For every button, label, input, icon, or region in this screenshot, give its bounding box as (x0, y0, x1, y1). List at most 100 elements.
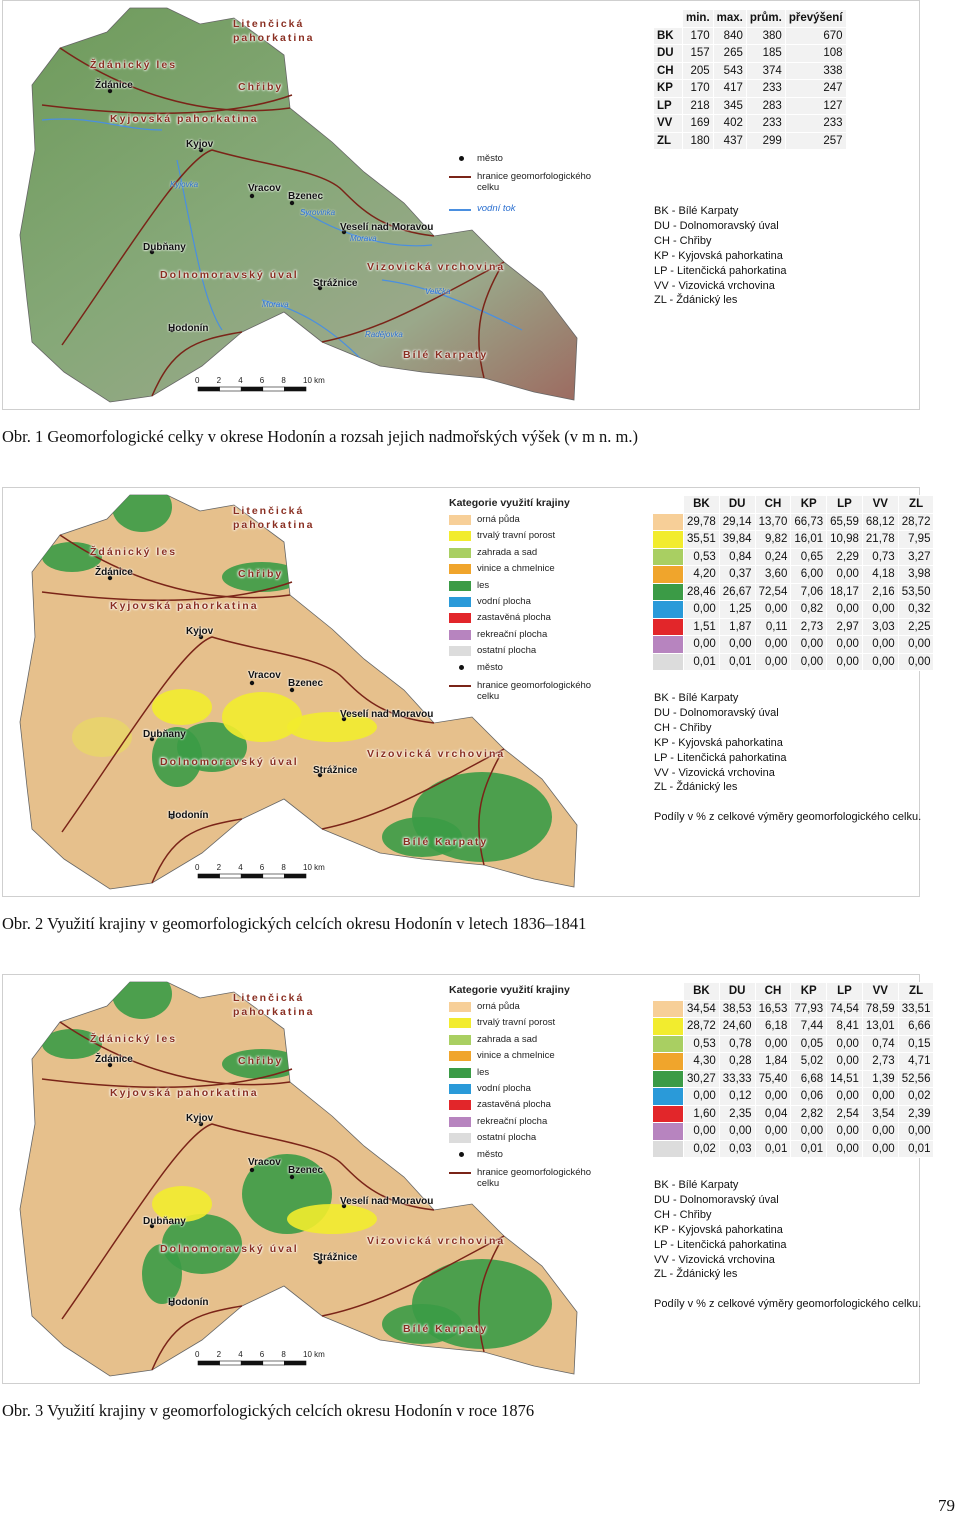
table-cell: 0,00 (683, 1122, 720, 1141)
land-patch (152, 1186, 212, 1222)
table-header: max. (712, 9, 747, 28)
map-label: Vizovická vrchovina (367, 1235, 506, 1247)
row-swatch (652, 600, 684, 619)
land-patch (42, 1029, 102, 1059)
row-swatch (652, 617, 684, 636)
table-cell: 6,68 (790, 1069, 828, 1088)
town-dot (149, 249, 155, 255)
town-dot (341, 716, 347, 722)
abbreviations: BK - Bílé Karpaty DU - Dolnomoravský úval… (654, 691, 787, 795)
data-table: BK DU CH KP LP VV ZL 34,54 38,53 16,53 77,93 74,54 7… (652, 982, 935, 1158)
table-cell: 65,59 (826, 512, 863, 531)
map-label: Dolnomoravský úval (160, 269, 299, 281)
table-cell: 185 (745, 44, 786, 63)
table-header: LP (826, 982, 863, 1001)
table-cell: 0,84 (718, 547, 756, 566)
row-code: VV (653, 114, 683, 133)
land-patch (287, 712, 377, 742)
scale-label: 4 (238, 863, 243, 872)
legend-swatch (449, 613, 471, 624)
table-cell: 0,05 (790, 1034, 828, 1053)
table-cell: 30,27 (683, 1069, 720, 1088)
map-label: Bzenec (288, 191, 324, 202)
table-cell: 7,44 (790, 1017, 828, 1036)
map-label: Ždánice (95, 80, 133, 91)
scale-segment (240, 873, 264, 879)
legend-swatch (449, 1084, 471, 1094)
legend-label: zastavěná plocha (477, 1099, 551, 1111)
table-header: KP (790, 495, 828, 514)
map-label: Dubňany (143, 242, 186, 253)
land-patch (152, 727, 202, 787)
table-cell: 1,84 (754, 1052, 792, 1071)
river-line (301, 209, 433, 247)
table-cell: 233 (745, 114, 786, 133)
legend-dot (459, 1151, 464, 1157)
table-cell: 4,71 (897, 1052, 935, 1071)
table-cell: 2,25 (897, 617, 935, 636)
table-cell: 0,00 (826, 1139, 863, 1158)
scale-segment (284, 386, 307, 392)
unit-border (151, 331, 243, 397)
town-dot (341, 229, 347, 235)
map-label: Dolnomoravský úval (160, 1243, 299, 1255)
table-cell: 0,00 (718, 635, 756, 654)
table-cell: 0,24 (754, 547, 792, 566)
table-note: Podíly v % z celkové výměry geomorfologi… (654, 1298, 922, 1310)
scale-segment (219, 873, 242, 879)
abbreviation: DU - Dolnomoravský úval (654, 706, 779, 719)
unit-border (59, 1021, 291, 1086)
row-swatch (652, 652, 684, 671)
table-cell: 670 (784, 26, 847, 45)
abbreviation: VV - Vizovická vrchovina (654, 766, 775, 779)
town-dot (149, 736, 155, 742)
table-cell: 0,00 (718, 1122, 756, 1141)
table-cell: 28,72 (683, 1017, 720, 1036)
table-cell: 1,87 (718, 617, 756, 636)
legend-label: hranice geomorfologického celku (477, 171, 592, 193)
map-label: Kyjov (186, 139, 214, 150)
town-dot (198, 147, 204, 153)
map-label: Dolnomoravský úval (160, 756, 299, 768)
map-label: Kyjovská pahorkatina (110, 113, 259, 125)
table-row: DU 157 265 185 108 (653, 44, 847, 63)
table-header: LP (826, 495, 863, 514)
table-row: 35,51 39,84 9,82 16,01 10,98 21,78 7,95 (652, 530, 935, 549)
table-cell: 233 (784, 114, 847, 133)
map-label: Hodonín (168, 323, 209, 334)
abbreviation: KP - Kyjovská pahorkatina (654, 1223, 783, 1236)
table-cell: 543 (712, 61, 747, 80)
row-swatch (652, 1087, 684, 1106)
table-row: 1,60 2,35 0,04 2,82 2,54 3,54 2,39 (652, 1104, 935, 1123)
table-cell: 0,00 (826, 1122, 863, 1141)
table-cell: 16,53 (754, 999, 792, 1018)
legend-label: zahrada a sad (477, 1033, 538, 1045)
unit-border (321, 1235, 505, 1317)
legend-label: vodní plocha (477, 596, 531, 607)
row-code: CH (653, 61, 683, 80)
table-cell: 0,00 (826, 635, 863, 654)
figure: 0 2 4 6 8 10 km Litenčická pahorkatina Ždánický… (0, 974, 960, 1454)
legend-line (449, 684, 471, 687)
land-patch (72, 717, 132, 757)
table-header-row: BK DU CH KP LP VV ZL (652, 982, 935, 1001)
table-cell: 2,39 (897, 1104, 935, 1123)
table-row: BK 170 840 380 670 (653, 26, 847, 45)
row-swatch (652, 1104, 684, 1123)
table-cell: 0,28 (718, 1052, 756, 1071)
map-label: Veselí nad Moravou (340, 222, 434, 233)
table-cell: 283 (745, 96, 786, 115)
river-line (176, 159, 223, 331)
scale-label: 4 (238, 1350, 243, 1359)
figure-frame (2, 974, 920, 1384)
legend-dot (459, 156, 464, 161)
table-row: 0,00 1,25 0,00 0,82 0,00 0,00 0,32 (652, 600, 935, 619)
map-label: Ždánice (95, 1054, 133, 1065)
row-swatch (652, 547, 684, 566)
land-use (42, 495, 552, 862)
land-patch (42, 542, 102, 572)
scale-label: 10 km (303, 376, 325, 385)
table-cell: 0,01 (897, 1139, 935, 1158)
abbreviation: ZL - Ždánický les (654, 1268, 738, 1281)
scale-segment (197, 386, 220, 392)
